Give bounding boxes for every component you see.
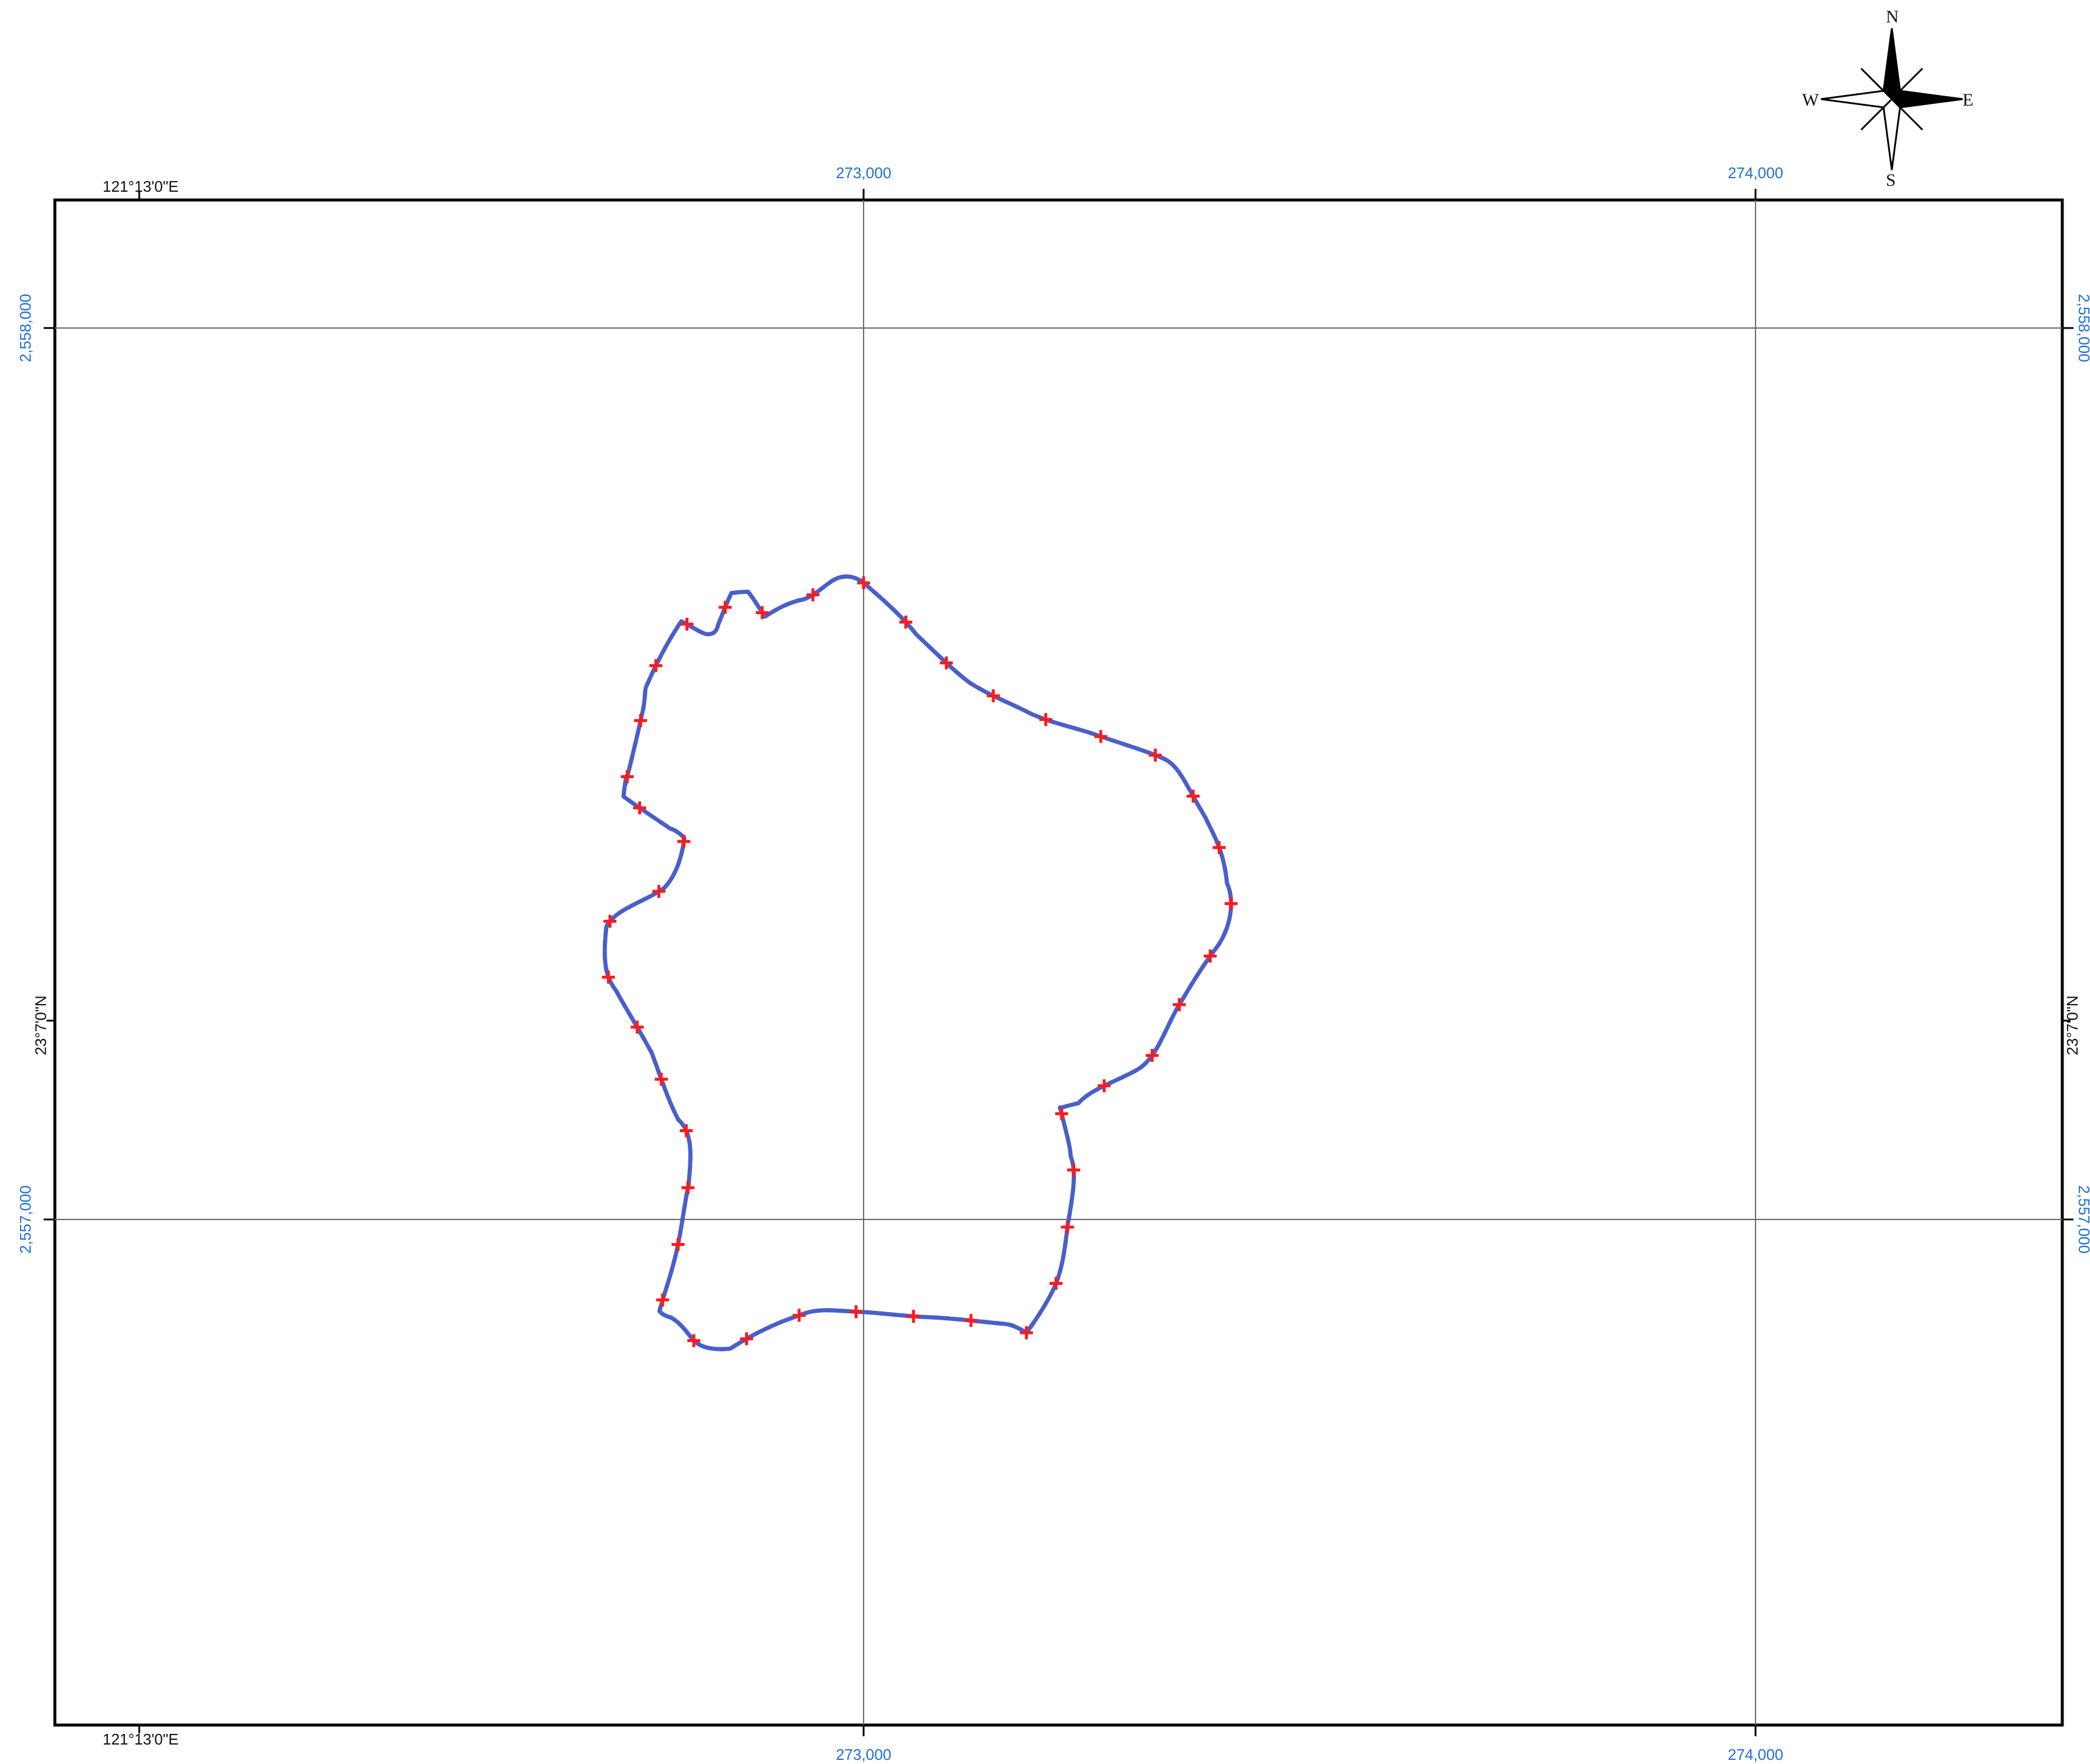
- plus-marker: [1039, 713, 1052, 726]
- compass-east-letter: E: [1963, 90, 1973, 110]
- plus-marker: [602, 970, 615, 984]
- northing-label-left-2558000: 2,558,000: [17, 294, 34, 362]
- plus-marker: [899, 615, 913, 629]
- plus-marker: [1067, 1163, 1081, 1177]
- plus-marker: [656, 1293, 670, 1307]
- northing-label-right-2557000: 2,557,000: [2075, 1185, 2090, 1254]
- compass-west-point: [1820, 90, 1894, 109]
- plus-marker: [671, 1238, 685, 1251]
- plus-marker: [677, 835, 691, 848]
- plus-marker: [652, 884, 665, 898]
- boundary-line: [602, 574, 1233, 1352]
- plus-marker: [621, 770, 634, 783]
- plus-marker: [1224, 897, 1238, 910]
- latitude-label-left: 23°7'0"N: [32, 995, 50, 1055]
- plus-marker: [806, 588, 820, 602]
- plus-marker: [718, 601, 732, 614]
- compass-rose: N S E W: [1802, 7, 1973, 190]
- boundary-dash-overlay: [605, 576, 1231, 1349]
- plus-marker: [681, 1181, 695, 1195]
- compass-north-letter: N: [1886, 7, 1899, 27]
- northing-label-right-2558000: 2,558,000: [2075, 294, 2090, 362]
- plus-marker: [680, 1124, 693, 1137]
- plus-marker: [849, 1305, 863, 1319]
- plus-marker: [1173, 998, 1186, 1011]
- easting-label-top-273000: 273,000: [836, 164, 891, 182]
- easting-label-bottom-273000: 273,000: [836, 1746, 891, 1763]
- plus-marker: [1055, 1107, 1068, 1120]
- map-frame: [53, 198, 2064, 1727]
- plus-marker: [1061, 1220, 1074, 1234]
- compass-south-letter: S: [1886, 171, 1896, 190]
- plus-marker: [1146, 1048, 1159, 1062]
- compass-east-point: [1890, 90, 1963, 109]
- plus-marker: [1203, 949, 1217, 963]
- plus-marker: [634, 714, 647, 727]
- compass-south-point: [1882, 97, 1901, 171]
- plus-marker: [680, 618, 694, 631]
- plus-marker: [740, 1332, 753, 1346]
- compass-north-point: [1882, 28, 1901, 101]
- plus-marker: [1097, 1079, 1111, 1093]
- compass-west-letter: W: [1802, 90, 1819, 110]
- boundary-vertex-markers: [602, 576, 1238, 1347]
- plus-marker: [756, 606, 769, 619]
- plus-marker: [792, 1309, 806, 1322]
- longitude-label-bottom: 121°13'0"E: [103, 1730, 179, 1748]
- plus-marker: [964, 1314, 977, 1327]
- plus-marker: [1020, 1326, 1033, 1339]
- plus-marker: [603, 914, 616, 928]
- frame-ticks: [44, 189, 2073, 1736]
- plus-marker: [649, 659, 662, 673]
- plus-marker: [687, 1334, 701, 1347]
- plus-marker: [1186, 789, 1200, 803]
- northing-label-left-2557000: 2,557,000: [17, 1185, 34, 1254]
- plus-marker: [633, 801, 647, 815]
- plus-marker: [655, 1073, 668, 1086]
- easting-label-top-274000: 274,000: [1728, 164, 1783, 182]
- plus-marker: [1094, 730, 1108, 743]
- plus-marker: [940, 656, 953, 670]
- plus-marker: [907, 1310, 920, 1323]
- plus-marker: [857, 576, 870, 589]
- easting-label-bottom-274000: 274,000: [1728, 1746, 1783, 1763]
- study-area-boundary: [602, 574, 1238, 1352]
- plus-marker: [631, 1020, 644, 1034]
- plus-marker: [1149, 748, 1162, 762]
- longitude-label-top: 121°13'0"E: [103, 178, 179, 195]
- plus-marker: [1049, 1277, 1063, 1290]
- plus-marker: [986, 689, 1000, 703]
- plus-marker: [1212, 841, 1226, 854]
- latitude-label-right: 23°7'0"N: [2063, 995, 2081, 1055]
